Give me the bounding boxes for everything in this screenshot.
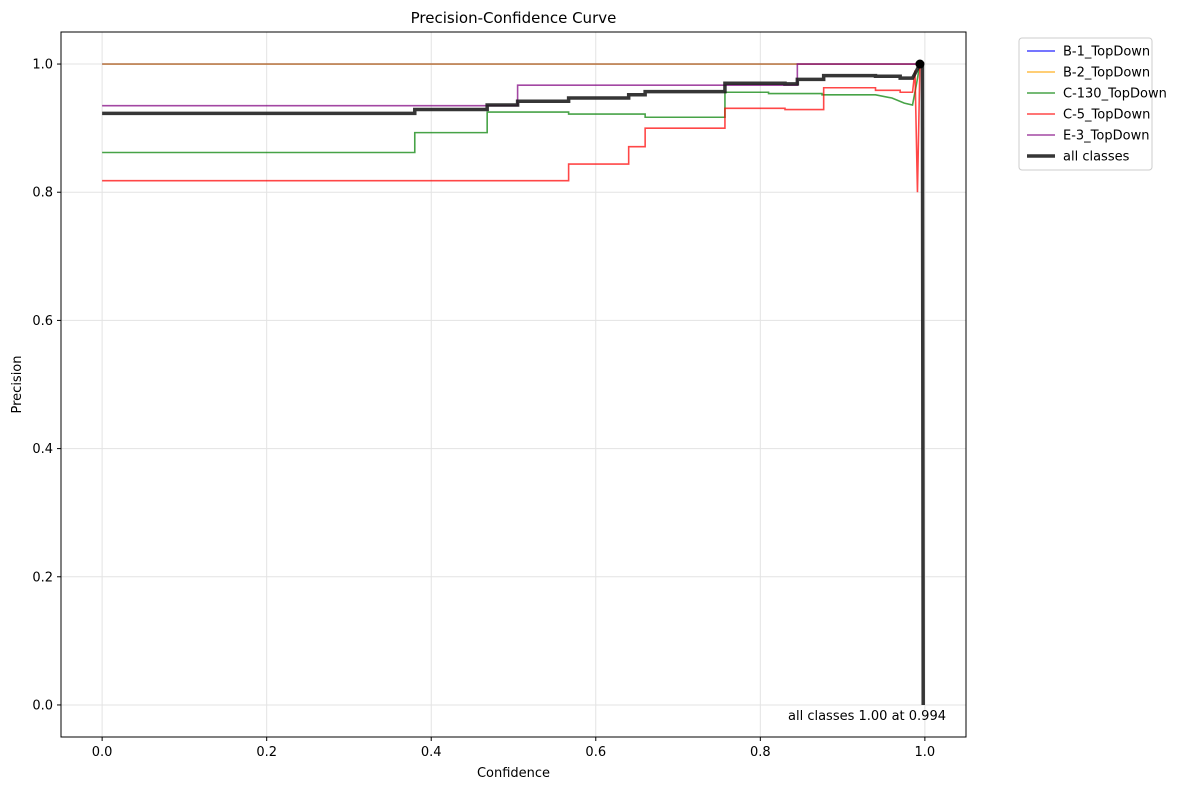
x-axis-label: Confidence	[477, 766, 550, 781]
y-tick-label: 0.4	[32, 442, 53, 457]
series-line-c-130-topdown	[102, 63, 922, 154]
x-tick-label: 0.8	[750, 745, 771, 760]
best-point-marker	[915, 59, 925, 69]
legend-label-c-5-topdown: C-5_TopDown	[1063, 108, 1150, 123]
series-line-c-5-topdown	[102, 63, 922, 193]
best-point-layer	[915, 59, 925, 69]
axis-ticks: 0.0 0.2 0.4 0.6 0.8 1.0 0.0 0.2 0.4 0.6 0.8 1.0	[32, 58, 935, 760]
legend-label-all-classes: all classes	[1063, 150, 1130, 165]
legend-label-b-1-topdown: B-1_TopDown	[1063, 45, 1150, 60]
y-tick-label: 0.6	[32, 314, 53, 329]
legend-label-e-3-topdown: E-3_TopDown	[1063, 129, 1149, 144]
y-tick-label: 0.2	[32, 570, 53, 585]
series-lines	[102, 62, 925, 705]
x-tick-label: 0.6	[585, 745, 606, 760]
x-tick-label: 0.0	[92, 745, 113, 760]
legend-label-b-2-topdown: B-2_TopDown	[1063, 66, 1150, 81]
series-line-all-classes	[102, 62, 925, 705]
chart-title: Precision-Confidence Curve	[411, 9, 617, 27]
legend: B-1_TopDown B-2_TopDown C-130_TopDown C-5_T…	[1018, 37, 1167, 171]
y-tick-label: 0.0	[32, 698, 53, 713]
y-tick-label: 1.0	[32, 58, 53, 73]
best-point-annotation: all classes 1.00 at 0.994	[788, 709, 946, 724]
x-tick-label: 0.4	[421, 745, 442, 760]
x-tick-label: 1.0	[915, 745, 936, 760]
plot-frame	[60, 31, 967, 738]
legend-label-c-130-topdown: C-130_TopDown	[1063, 87, 1167, 102]
legend-box	[1018, 37, 1153, 171]
x-tick-label: 0.2	[256, 745, 277, 760]
series-line-e-3-topdown	[102, 63, 922, 107]
y-axis-label: Precision	[10, 355, 25, 413]
grid	[61, 32, 966, 737]
y-tick-label: 0.8	[32, 186, 53, 201]
